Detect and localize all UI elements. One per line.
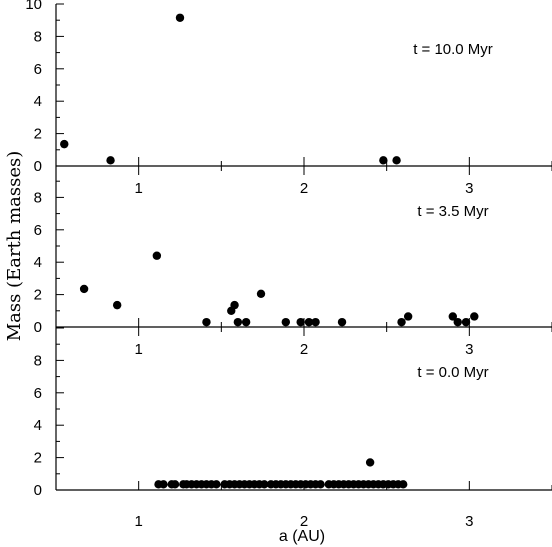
data-point [392,156,401,165]
y-tick-label: 2 [34,126,42,143]
data-point [379,156,388,165]
x-axis-title: a (AU) [279,528,325,545]
data-point [365,458,375,467]
data-point [461,317,471,327]
x-tick-label: 2 [300,341,308,358]
y-tick-label: 4 [34,93,42,110]
x-tick-label: 1 [134,341,142,358]
data-point [175,13,185,22]
y-tick-label: 4 [34,417,42,434]
data-point [60,139,69,149]
y-tick-label: 0 [34,158,42,175]
data-point [152,251,162,260]
data-point [403,312,413,321]
data-point [112,300,122,310]
x-tick-label: 1 [134,180,142,197]
y-tick-label: 0 [34,482,42,499]
y-tick-label: 2 [34,450,42,467]
y-tick-label: 8 [34,28,42,45]
y-tick-label: 0 [34,319,42,336]
data-point [311,317,320,327]
y-tick-label: 6 [34,222,42,239]
x-tick-label: 2 [300,180,308,197]
data-point [159,480,168,489]
data-point [397,317,406,327]
y-tick-label: 10 [25,0,42,13]
y-axis-title: Mass (Earth masses) [4,151,25,342]
y-tick-label: 6 [34,61,42,78]
panel-label: t = 10.0 Myr [413,41,493,58]
panel-3: 0 2 4 6 8 1 2 3 t = 0.0 Myr [34,327,552,530]
data-point [316,480,325,489]
panel-label: t = 0.0 Myr [417,364,488,381]
data-point [470,312,479,321]
data-point [296,317,305,327]
y-tick-label: 8 [34,189,42,206]
panel-2: 0 2 4 6 8 1 2 3 t = 3.5 Myr [34,166,552,358]
data-point [230,300,239,310]
data-point [399,480,408,489]
y-tick-label: 8 [34,352,42,369]
data-point [256,289,266,298]
y-tick-label: 4 [34,254,42,271]
data-point [106,156,115,165]
data-point [281,317,291,327]
data-point [448,312,457,321]
data-point [304,317,314,327]
x-tick-label: 1 [134,513,142,530]
y-tick-label: 6 [34,385,42,402]
y-tick-label: 2 [34,287,42,304]
data-point [233,317,243,327]
data-point [79,284,89,294]
data-point [241,317,251,327]
data-point [212,480,221,489]
x-tick-label: 3 [465,341,473,358]
panel-label: t = 3.5 Myr [417,203,488,220]
data-point [170,480,180,489]
data-point [202,317,211,327]
x-tick-label: 3 [465,180,473,197]
x-tick-label: 2 [300,513,308,530]
data-point [337,317,347,327]
data-point [453,317,462,327]
data-point [260,480,269,489]
x-tick-label: 3 [465,513,473,530]
